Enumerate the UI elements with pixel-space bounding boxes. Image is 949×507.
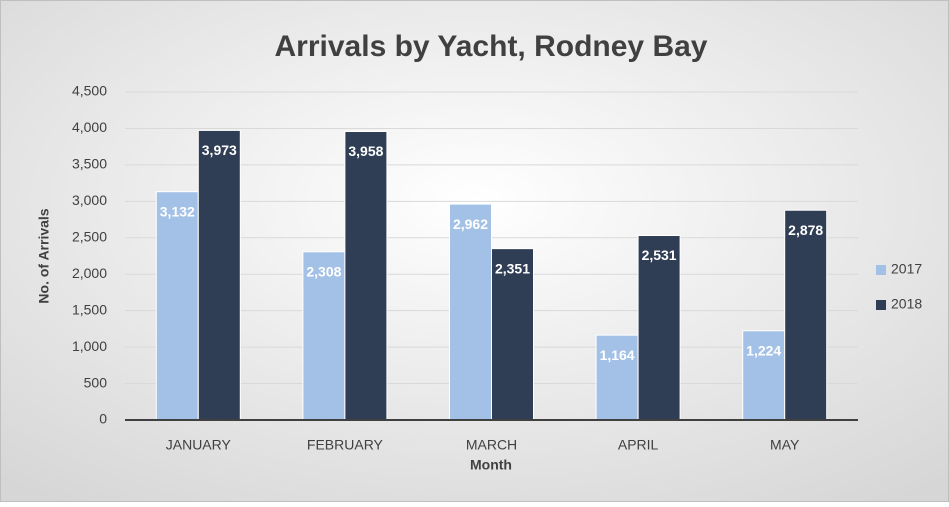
legend-label: 2018 <box>891 296 922 312</box>
bar <box>302 251 346 421</box>
bar <box>784 209 828 421</box>
y-axis-label: No. of Arrivals <box>36 208 52 303</box>
data-label: 1,224 <box>746 342 781 358</box>
data-label: 3,132 <box>160 203 195 219</box>
data-label: 2,308 <box>306 263 341 279</box>
bar <box>742 330 786 421</box>
legend-swatch <box>876 265 886 275</box>
data-label: 3,958 <box>348 143 383 159</box>
x-tick-label: APRIL <box>618 437 659 453</box>
x-tick-label: FEBRUARY <box>307 437 384 453</box>
y-tick-label: 4,500 <box>72 83 107 99</box>
y-tick-label: 4,000 <box>72 119 107 135</box>
bar <box>637 235 681 421</box>
x-axis-label: Month <box>470 457 512 473</box>
x-tick-label: MARCH <box>466 437 517 453</box>
data-label: 1,164 <box>600 347 635 363</box>
data-label: 2,878 <box>788 222 823 238</box>
y-tick-label: 1,000 <box>72 338 107 354</box>
y-tick-label: 2,500 <box>72 228 107 244</box>
bar <box>595 334 639 421</box>
data-label: 2,351 <box>495 260 530 276</box>
bar <box>449 203 492 421</box>
x-tick-label: JANUARY <box>166 437 232 453</box>
data-label: 2,962 <box>453 216 488 232</box>
bar <box>155 191 199 421</box>
legend-swatch <box>876 300 886 310</box>
legend-label: 2017 <box>891 261 922 277</box>
chart-title: Arrivals by Yacht, Rodney Bay <box>275 30 708 63</box>
y-tick-label: 2,000 <box>72 265 107 281</box>
x-tick-label: MAY <box>770 437 800 453</box>
y-tick-label: 3,500 <box>72 156 107 172</box>
data-label: 3,973 <box>202 142 237 158</box>
data-label: 2,531 <box>642 247 677 263</box>
y-tick-label: 3,000 <box>72 192 107 208</box>
y-tick-label: 1,500 <box>72 301 107 317</box>
y-tick-label: 500 <box>84 374 108 390</box>
bar <box>344 131 388 421</box>
bar <box>197 129 241 421</box>
y-tick-label: 0 <box>99 411 107 427</box>
